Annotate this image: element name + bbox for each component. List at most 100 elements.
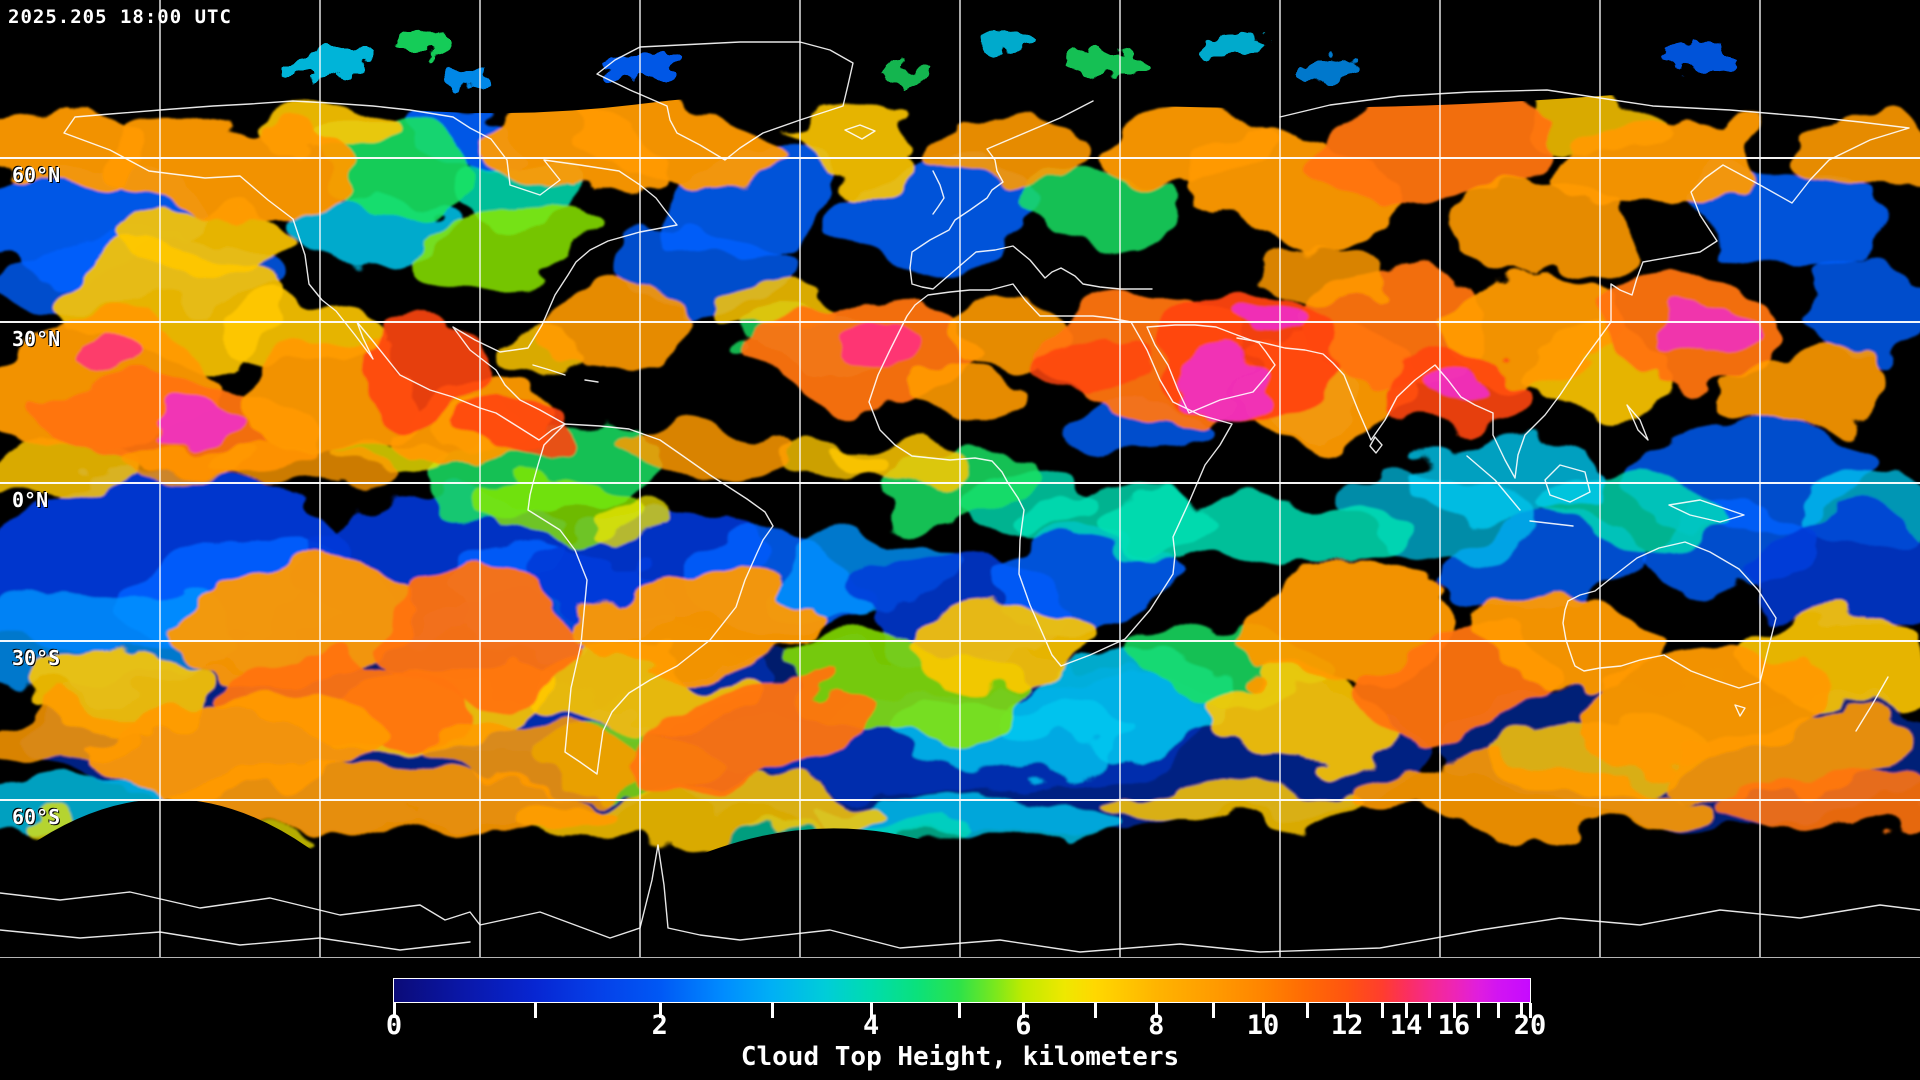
coastline-africa bbox=[868, 283, 1233, 667]
colorbar-minor-tick bbox=[1212, 1003, 1216, 1018]
coastline-cuba bbox=[532, 364, 566, 376]
cloud-blob bbox=[1203, 32, 1267, 58]
colorbar-tick-label: 8 bbox=[1148, 1010, 1165, 1041]
cloud-blob bbox=[1720, 778, 1920, 832]
cloud-blob bbox=[1105, 495, 1405, 565]
cloud-blob bbox=[1745, 509, 1920, 631]
colorbar-minor-tick bbox=[771, 1003, 775, 1018]
coastline-uk bbox=[932, 170, 945, 215]
coastline-borneo bbox=[1544, 464, 1591, 503]
coastline-hispaniola bbox=[584, 379, 599, 383]
cloud-blob bbox=[440, 718, 640, 792]
cloud-blob bbox=[628, 686, 882, 794]
colorbar-major-tick bbox=[1155, 1003, 1159, 1018]
cloud-blob bbox=[1232, 299, 1308, 341]
cloud-blob bbox=[1723, 342, 1887, 428]
cloud-blob bbox=[1662, 43, 1738, 73]
colorbar-major-tick bbox=[658, 1003, 662, 1018]
colorbar-minor-tick bbox=[1519, 1003, 1523, 1018]
arctic-scattered-clouds bbox=[285, 29, 1738, 88]
colorbar-major-tick bbox=[393, 1003, 396, 1018]
coastline-antarctica bbox=[0, 844, 1920, 953]
cloud-blob bbox=[1659, 306, 1751, 358]
cloud-field-layer bbox=[0, 86, 1920, 859]
cloud-blob bbox=[1550, 116, 1760, 214]
colorbar-minor-tick bbox=[1497, 1003, 1501, 1018]
cloud-blob bbox=[101, 114, 349, 216]
cloud-blob bbox=[1200, 678, 1400, 762]
latitude-label: 0°N bbox=[12, 488, 49, 512]
timestamp: 2025.205 18:00 UTC bbox=[8, 6, 232, 28]
cloud-blob bbox=[448, 68, 492, 88]
colorbar-tick-label: 10 bbox=[1246, 1010, 1280, 1041]
latitude-label: 60°S bbox=[12, 805, 61, 829]
cloud-blob bbox=[571, 572, 829, 678]
coastline-tasmania bbox=[1734, 704, 1746, 717]
cloud-blob bbox=[1808, 255, 1920, 355]
cloud-blob bbox=[520, 785, 880, 839]
colorbar-major-tick bbox=[1405, 1003, 1409, 1018]
cloud-blob bbox=[1260, 239, 1380, 301]
cloud-blob bbox=[833, 435, 977, 489]
cloud-blob bbox=[1033, 338, 1137, 392]
cloud-blob bbox=[627, 430, 783, 474]
colorbar-tick-label: 4 bbox=[862, 1010, 880, 1041]
cloud-blob bbox=[0, 107, 150, 193]
colorbar-legend: 0 2 4 6 8 10 12 14 16 20 Cloud Top Height, kilome… bbox=[0, 958, 1920, 1080]
colorbar-tick-label: 0 bbox=[385, 1010, 403, 1041]
colorbar-minor-tick bbox=[1381, 1003, 1385, 1018]
coastline-europe bbox=[909, 100, 1153, 290]
colorbar-minor-tick bbox=[1306, 1003, 1310, 1018]
cloud-blob bbox=[420, 212, 590, 278]
coastlines-layer bbox=[0, 41, 1920, 953]
graticule-layer bbox=[0, 0, 1920, 957]
cloud-blob bbox=[467, 401, 583, 463]
cloud-blob bbox=[1810, 110, 1920, 190]
colorbar-tick-label: 12 bbox=[1330, 1010, 1364, 1041]
cloud-blob bbox=[205, 445, 395, 491]
cloud-blob bbox=[1405, 439, 1605, 521]
coastline-arabia bbox=[1146, 324, 1276, 414]
coastline-australia bbox=[1562, 541, 1777, 689]
cloud-blob bbox=[1305, 92, 1555, 208]
cloud-blob bbox=[881, 65, 929, 85]
cloud-blob bbox=[913, 604, 1097, 686]
latitude-label: 60°N bbox=[12, 163, 61, 187]
colorbar-tick-label: 2 bbox=[651, 1010, 668, 1041]
cloud-blob bbox=[1340, 764, 1720, 826]
coastline-south-america bbox=[527, 423, 774, 775]
colorbar-major-tick bbox=[1346, 1003, 1350, 1018]
world-cloud-map: 60°N 30°N 0°N 30°S 60°S 2025.205 18:00 UTC bbox=[0, 0, 1920, 958]
cloud-blob bbox=[0, 702, 135, 768]
cloud-blob bbox=[85, 344, 155, 376]
cloud-blob bbox=[148, 407, 232, 443]
cloud-blob bbox=[363, 324, 487, 420]
satellite-map-canvas bbox=[0, 0, 1920, 957]
coastline-new-guinea bbox=[1668, 499, 1745, 523]
coastline-new-zealand bbox=[1855, 676, 1889, 732]
colorbar-major-tick bbox=[1022, 1003, 1026, 1018]
colorbar-major-tick bbox=[870, 1003, 874, 1018]
cloud-blob bbox=[840, 159, 1040, 271]
cloud-blob bbox=[1070, 47, 1150, 77]
coastline-antarctica-inner bbox=[0, 929, 471, 951]
colorbar-tick-label: 6 bbox=[1015, 1010, 1032, 1041]
coastline-sumatra bbox=[1466, 455, 1521, 511]
cloud-blob bbox=[1177, 359, 1273, 411]
cloud-blob bbox=[545, 289, 685, 371]
cloud-blob bbox=[1675, 713, 1915, 797]
colorbar-minor-tick bbox=[1093, 1003, 1097, 1018]
coastline-greenland bbox=[596, 41, 854, 161]
cloud-blob bbox=[1300, 58, 1360, 82]
latitude-label: 30°N bbox=[12, 327, 61, 351]
cloud-blob bbox=[554, 86, 766, 187]
coastline-java bbox=[1529, 520, 1574, 527]
coastline-philippines bbox=[1626, 404, 1649, 441]
cloud-blob bbox=[1422, 365, 1498, 405]
latitude-label: 30°S bbox=[12, 646, 61, 670]
colorbar-major-tick bbox=[1529, 1003, 1532, 1018]
colorbar-minor-tick bbox=[1427, 1003, 1431, 1018]
coastline-iceland bbox=[844, 124, 876, 140]
colorbar-minor-tick bbox=[1476, 1003, 1480, 1018]
